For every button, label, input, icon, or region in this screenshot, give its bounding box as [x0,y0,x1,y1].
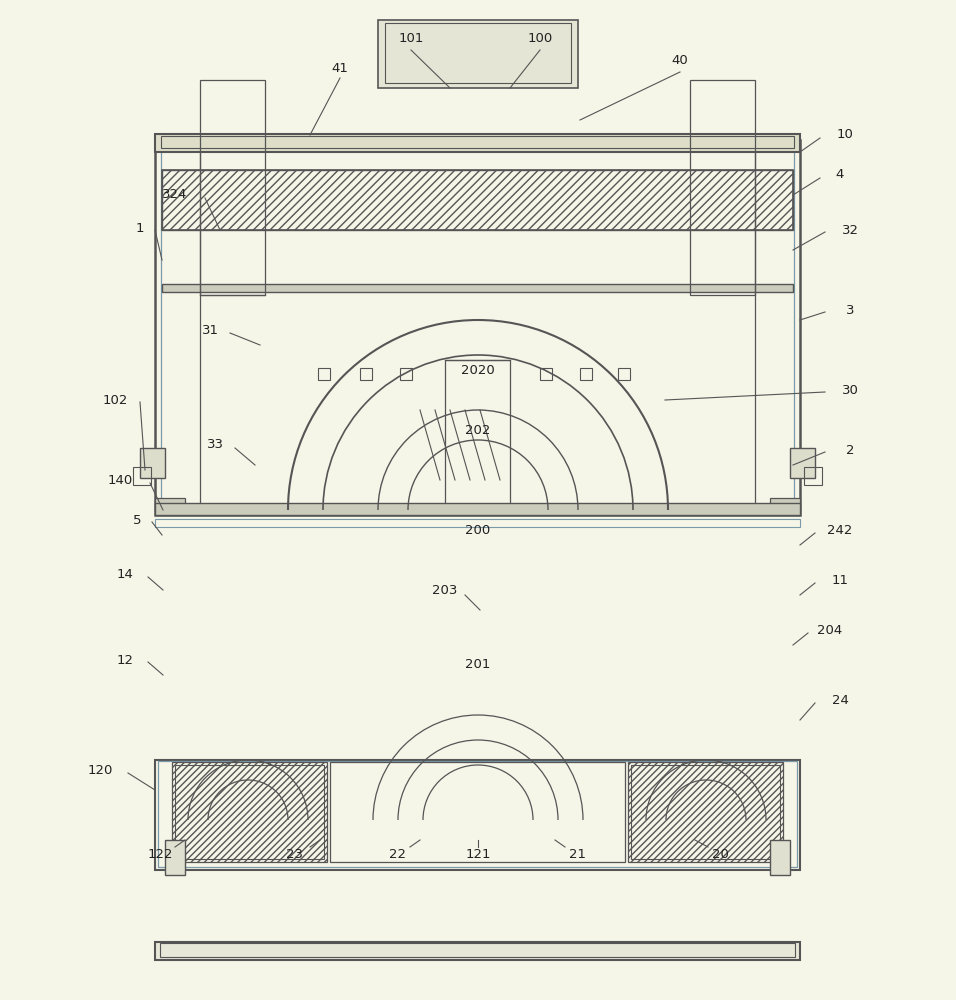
Text: 122: 122 [147,848,173,861]
Bar [200,80,265,295]
Bar [540,368,552,380]
Text: 33: 33 [206,438,224,452]
Text: 201: 201 [466,658,490,672]
Text: 10: 10 [836,128,854,141]
Bar [770,840,790,875]
Bar [360,368,372,380]
Text: 242: 242 [827,524,853,536]
Bar [580,368,592,380]
Text: 200: 200 [466,524,490,536]
Bar [445,360,510,510]
Text: 24: 24 [832,694,848,706]
Text: 1: 1 [136,222,144,234]
Bar [318,368,330,380]
Text: 324: 324 [163,188,187,202]
Text: 14: 14 [117,568,134,582]
Text: 140: 140 [107,474,133,487]
Bar [155,134,800,152]
Bar [162,170,793,230]
Text: 12: 12 [117,654,134,666]
Text: 31: 31 [202,324,219,336]
Text: 102: 102 [102,393,128,406]
Bar [140,448,165,478]
Bar [631,765,780,859]
Text: 101: 101 [399,31,424,44]
Bar [158,761,797,867]
Text: 4: 4 [836,168,844,182]
Text: 3: 3 [846,304,855,316]
Bar [618,368,630,380]
Bar [400,368,412,380]
Bar [330,762,625,862]
Text: 204: 204 [817,624,842,637]
Bar [162,170,793,230]
Bar [804,467,822,485]
Bar [155,503,800,515]
Bar [385,23,571,83]
Bar [133,467,151,485]
Text: 30: 30 [841,383,858,396]
Text: 41: 41 [332,62,348,75]
Bar [155,519,800,527]
Bar [160,943,795,957]
Bar [155,942,800,960]
Bar [161,136,794,148]
Text: 121: 121 [466,848,490,861]
Text: 100: 100 [528,31,553,44]
Bar [155,498,185,510]
Text: 11: 11 [832,574,849,586]
Text: 20: 20 [711,848,728,861]
Bar [172,762,327,862]
Bar [790,448,815,478]
Bar [161,141,794,510]
Text: 22: 22 [389,848,406,861]
Text: 203: 203 [432,584,458,596]
Bar [690,80,755,295]
Text: 202: 202 [466,424,490,436]
Bar [155,760,800,870]
Text: 2: 2 [846,444,855,456]
Bar [175,765,324,859]
Bar [165,840,185,875]
Text: 40: 40 [672,53,688,66]
Bar [155,140,800,515]
Bar [628,762,783,862]
Text: 21: 21 [570,848,586,861]
Bar [162,284,793,292]
Bar [378,20,578,88]
Text: 23: 23 [287,848,303,861]
Text: 2020: 2020 [461,363,495,376]
Bar [770,498,800,510]
Text: 32: 32 [841,224,858,236]
Text: 5: 5 [133,514,141,526]
Text: 120: 120 [87,764,113,776]
